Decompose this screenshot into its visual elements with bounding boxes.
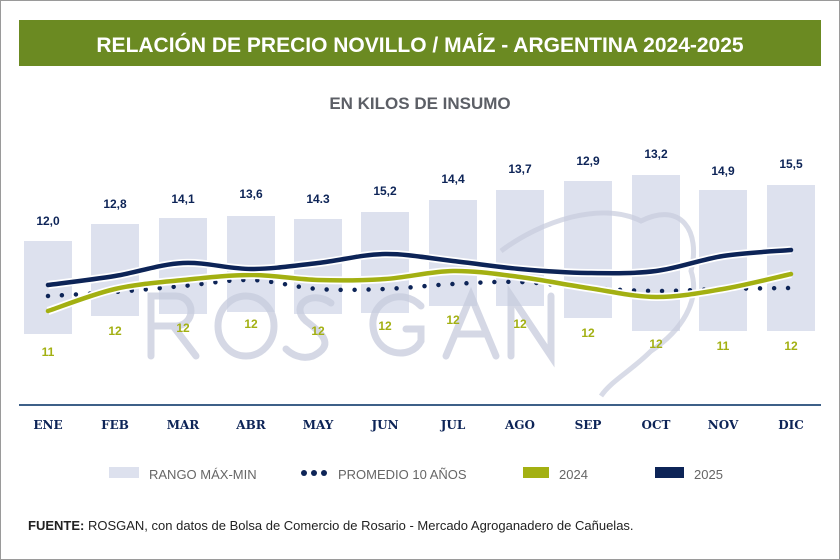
data-label-2025: 15,5 <box>779 157 803 171</box>
logo-letter-a <box>442 286 500 360</box>
range-bar-sep <box>564 181 612 318</box>
source-text: ROSGAN, con datos de Bolsa de Comercio d… <box>84 518 633 533</box>
legend-swatch-2024 <box>523 467 549 478</box>
legend-swatch-2025 <box>655 467 684 478</box>
series-line-2024 <box>45 268 794 314</box>
legend-item-promedio: PROMEDIO 10 AÑOS <box>301 467 467 482</box>
x-tick-label: SEP <box>575 418 602 432</box>
range-bar-oct <box>632 175 680 331</box>
data-label-2024: 12 <box>244 317 258 331</box>
x-tick-label: MAR <box>167 418 201 432</box>
legend-dot-icon <box>301 470 307 476</box>
logo-letter-r <box>147 292 200 360</box>
series-line-promedio-10-anos <box>45 277 794 299</box>
data-label-2024: 12 <box>378 319 392 333</box>
data-label-2025: 13,2 <box>644 147 668 161</box>
data-label-2025: 13,7 <box>508 162 532 176</box>
range-bar-jul <box>429 200 477 306</box>
data-label-2024: 12 <box>513 317 527 331</box>
title-band <box>19 20 821 66</box>
logo-letter-n <box>507 284 555 368</box>
legend-label: RANGO MÁX-MIN <box>149 467 257 482</box>
bull-watermark-icon <box>499 210 697 398</box>
legend-swatch-rango <box>109 467 139 478</box>
x-tick-label: OCT <box>642 418 671 432</box>
data-label-2025: 13,6 <box>239 187 263 201</box>
data-label-2025: 12,0 <box>36 214 60 228</box>
chart-subtitle: EN KILOS DE INSUMO <box>329 94 510 113</box>
x-tick-label: FEB <box>101 418 129 432</box>
data-label-2024: 11 <box>42 345 55 359</box>
legend-label: 2024 <box>559 467 588 482</box>
data-label-2024: 12 <box>784 339 798 353</box>
data-label-2025: 14.3 <box>306 192 330 206</box>
legend-item-2025: 2025 <box>655 467 723 482</box>
x-tick-label: JUL <box>440 418 466 432</box>
logo-letter-g <box>369 293 425 357</box>
data-label-2024: 12 <box>581 326 595 340</box>
data-label-2024: 11 <box>717 339 730 353</box>
x-tick-label: NOV <box>708 418 739 432</box>
range-bar-ene <box>24 241 72 334</box>
series-line-2025 <box>45 247 794 288</box>
logo-letter-o <box>214 292 278 360</box>
rosgan-watermark-logo <box>147 284 555 368</box>
x-tick-label: AGO <box>504 418 535 432</box>
legend-label: PROMEDIO 10 AÑOS <box>338 467 467 482</box>
legend-item-2024: 2024 <box>523 467 588 482</box>
data-label-2025: 14,9 <box>711 164 735 178</box>
data-label-2024: 12 <box>446 313 460 327</box>
x-tick-label: JUN <box>370 418 398 432</box>
data-label-2024: 12 <box>649 337 663 351</box>
x-tick-label: ENE <box>33 418 62 432</box>
range-bar-dic <box>767 185 815 331</box>
data-label-2025: 14,4 <box>441 172 465 186</box>
x-tick-label: MAY <box>303 418 334 432</box>
data-label-2025: 15,2 <box>373 184 397 198</box>
legend-dot-icon <box>311 470 317 476</box>
source-label: FUENTE: <box>28 518 84 533</box>
x-tick-label: DIC <box>778 418 804 432</box>
data-label-2025: 14,1 <box>171 192 195 206</box>
data-label-2025: 12,9 <box>576 154 600 168</box>
legend-item-rango: RANGO MÁX-MIN <box>109 467 257 482</box>
source-note: FUENTE: ROSGAN, con datos de Bolsa de Co… <box>28 518 634 533</box>
x-tick-label: ABR <box>235 418 266 432</box>
logo-letter-s <box>282 294 335 361</box>
data-label-2024: 12 <box>311 324 325 338</box>
legend-dot-icon <box>321 470 327 476</box>
data-label-2025: 12,8 <box>103 197 127 211</box>
legend-label: 2025 <box>694 467 723 482</box>
chart-title: RELACIÓN DE PRECIO NOVILLO / MAÍZ - ARGE… <box>96 33 744 57</box>
data-label-2024: 12 <box>176 321 190 335</box>
data-label-2024: 12 <box>108 324 122 338</box>
